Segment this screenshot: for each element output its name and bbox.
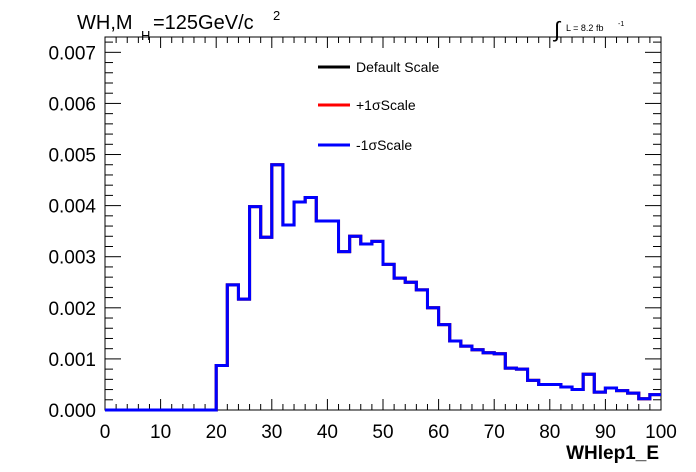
y-tick-label: 0.000: [48, 401, 96, 422]
integral-symbol: ∫: [552, 17, 562, 42]
legend-label: -1σScale: [356, 137, 412, 153]
x-axis-title: WHlep1_E: [566, 443, 659, 464]
legend-label: +1σScale: [356, 97, 416, 113]
x-tick-label: 10: [150, 422, 171, 443]
x-tick-label: 30: [261, 422, 282, 443]
y-tick-label: 0.002: [48, 299, 96, 320]
x-tick-label: 70: [484, 422, 505, 443]
y-tick-label: 0.004: [48, 197, 96, 218]
plot-frame: [104, 36, 662, 411]
chart-title: WH,M H =125GeV/c 2: [77, 8, 280, 43]
legend: Default Scale +1σScale -1σScale: [318, 59, 439, 153]
y-tick-label: 0.007: [48, 43, 96, 64]
x-tick-label: 20: [206, 422, 227, 443]
y-tick-label: 0.001: [48, 350, 96, 371]
x-tick-label: 50: [372, 422, 393, 443]
legend-label: Default Scale: [356, 59, 439, 75]
luminosity-label: ∫ L = 8.2 fb -1: [552, 17, 624, 42]
luminosity-unit-superscript: -1: [618, 21, 624, 28]
y-axis: 0.000 0.001 0.002 0.003 0.004 0.005 0.006 0.007: [48, 41, 661, 422]
series-line--1-scale: [105, 163, 661, 412]
x-tick-label: 0: [100, 422, 111, 443]
title-subscript: H: [141, 28, 150, 43]
x-tick-label: 40: [317, 422, 338, 443]
title-superscript: 2: [273, 8, 280, 23]
x-axis: 0 10 20 30 40 50 60 70 80 90 100: [100, 37, 677, 443]
x-tick-label: 90: [595, 422, 616, 443]
y-tick-label: 0.005: [48, 146, 96, 167]
series-line-default-scale: [105, 163, 661, 412]
x-tick-label: 100: [645, 422, 677, 443]
title-main: WH,M: [77, 12, 133, 34]
series-line--1-scale: [105, 163, 661, 412]
x-tick-label: 60: [428, 422, 449, 443]
x-tick-label: 80: [539, 422, 560, 443]
y-tick-label: 0.003: [48, 248, 96, 269]
histogram-series: [105, 163, 661, 412]
luminosity-text: L = 8.2 fb: [566, 23, 603, 33]
y-tick-label: 0.006: [48, 94, 96, 115]
title-rest: =125GeV/c: [153, 12, 254, 34]
